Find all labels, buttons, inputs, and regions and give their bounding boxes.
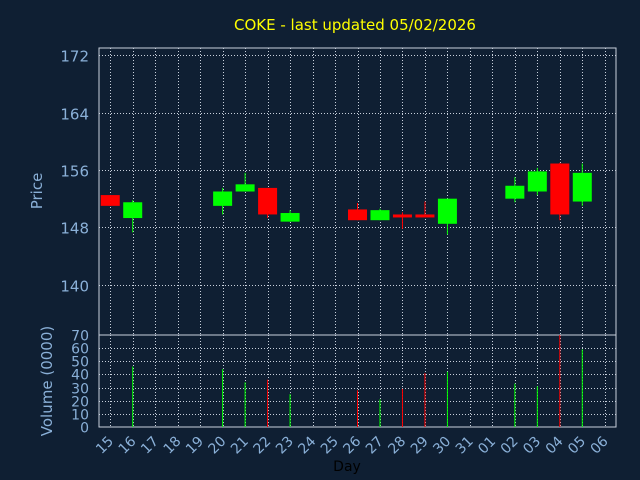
- price-axis-label: Price: [28, 173, 46, 210]
- volume-tick-label: 70: [71, 329, 89, 345]
- x-tick-label: 17: [138, 434, 162, 458]
- x-tick-label: 20: [206, 434, 230, 458]
- chart-title: COKE - last updated 05/02/2026: [234, 16, 476, 34]
- x-tick-label: 22: [250, 434, 274, 458]
- candle-body: [415, 214, 435, 218]
- price-tick-label: 140: [60, 278, 89, 296]
- x-tick-label: 03: [520, 434, 544, 458]
- x-tick-label: 16: [116, 433, 140, 457]
- candle-body: [100, 195, 120, 206]
- x-tick-label: 31: [453, 434, 477, 458]
- candle-body: [280, 213, 300, 222]
- price-grid: [99, 48, 616, 335]
- volume-tick-label: 30: [71, 382, 89, 398]
- x-tick-label: 05: [565, 434, 589, 458]
- volume-bars: [132, 335, 583, 427]
- candle-body: [392, 214, 412, 218]
- price-tick-label: 156: [60, 163, 89, 181]
- x-tick-label: 27: [363, 434, 387, 458]
- volume-tick-label: 20: [71, 395, 89, 411]
- candle-body: [123, 202, 143, 219]
- x-tick-label: 18: [161, 434, 185, 458]
- x-tick-label: 23: [273, 434, 297, 458]
- volume-tick-label: 0: [80, 421, 89, 437]
- price-tick-label: 164: [60, 106, 89, 124]
- candle-body: [437, 198, 457, 224]
- x-tick-label: 06: [588, 433, 612, 457]
- x-tick-labels: 1516171819202122232425262728293031010203…: [93, 433, 611, 457]
- x-tick-label: 28: [385, 434, 409, 458]
- price-tick-labels: 140 148 156 164 172: [60, 48, 89, 296]
- candle-body: [527, 171, 547, 192]
- x-tick-label: 02: [498, 434, 522, 458]
- candle-body: [213, 191, 233, 206]
- price-tick-label: 172: [60, 48, 89, 66]
- x-tick-label: 24: [295, 433, 319, 457]
- x-tick-label: 26: [340, 433, 364, 457]
- candle-body: [348, 209, 367, 221]
- x-tick-label: 25: [318, 434, 342, 458]
- candle-body: [370, 210, 390, 221]
- candle-body: [258, 187, 278, 215]
- candle-body: [235, 184, 255, 192]
- volume-axis-label: Volume (0000): [38, 326, 56, 436]
- candle-body: [572, 172, 592, 202]
- volume-tick-label: 50: [71, 355, 89, 371]
- candle-body: [505, 185, 525, 199]
- volume-tick-label: 60: [71, 342, 89, 358]
- x-tick-label: 15: [93, 434, 117, 458]
- x-tick-label: 29: [408, 434, 432, 458]
- x-tick-label: 30: [430, 434, 454, 458]
- x-tick-label: 04: [543, 433, 567, 457]
- x-tick-label: 21: [228, 434, 252, 458]
- candles: [100, 162, 592, 235]
- x-axis-label: Day: [333, 459, 361, 475]
- price-tick-label: 148: [60, 220, 89, 238]
- volume-tick-label: 40: [71, 368, 89, 384]
- x-tick-label: 19: [183, 434, 207, 458]
- volume-tick-label: 10: [71, 408, 89, 424]
- candle-body: [550, 163, 570, 215]
- x-tick-label: 01: [475, 434, 499, 458]
